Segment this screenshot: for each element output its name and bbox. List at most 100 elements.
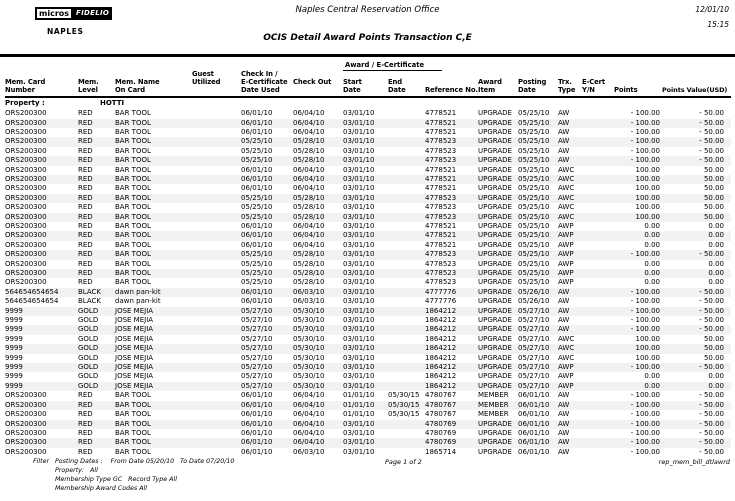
cell-points: 100.00	[635, 193, 661, 202]
cell-mem-card-number: 564654654654	[5, 287, 59, 296]
cell-start-date: 03/01/10	[343, 438, 375, 447]
award-group-row: Award / E-Certificate	[5, 57, 731, 71]
cell-end-date: 05/30/15	[388, 410, 420, 419]
cell-ecert-yn	[582, 372, 614, 381]
filter-membership-type: Membership Type GC Record Type All	[55, 476, 177, 483]
cell-mem-name: BAR TOOL	[115, 259, 151, 268]
cell-mem-card-number: ORS200300	[5, 400, 47, 409]
cell-posting-date: 05/26/10	[518, 297, 550, 306]
cell-mem-card-number: ORS200300	[5, 174, 47, 183]
cell-ecert-yn	[582, 128, 614, 137]
cell-check-out: 05/28/10	[293, 203, 325, 212]
cell-reference-no: 4780767	[425, 400, 457, 409]
cell-award-item: UPGRADE	[478, 278, 512, 287]
cell-end-date	[388, 372, 425, 381]
cell-posting-date: 05/25/10	[518, 250, 550, 259]
cell-points-value: - 50.00	[699, 109, 725, 118]
cell-ecert-yn	[582, 269, 614, 278]
cell-end-date	[388, 307, 425, 316]
cell-trx-type: AW	[558, 316, 570, 325]
cell-check-out: 05/28/10	[293, 250, 325, 259]
cell-guest-utilized	[192, 363, 241, 372]
cell-points-value: - 50.00	[699, 316, 725, 325]
cell-points-value: - 50.00	[699, 419, 725, 428]
table-row: 564654654654 BLACK dawn pan-kit 06/01/10…	[5, 287, 732, 298]
cell-ecert-yn	[582, 278, 614, 287]
cell-points-value: 50.00	[703, 334, 725, 343]
cell-mem-name: JOSE MEJIA	[115, 306, 154, 315]
cell-start-date: 03/01/10	[343, 231, 375, 240]
cell-trx-type: AWP	[558, 221, 574, 230]
cell-posting-date: 05/25/10	[518, 193, 550, 202]
cell-ecert-yn	[582, 335, 614, 344]
cell-start-date: 03/01/10	[343, 353, 375, 362]
cell-mem-name: BAR TOOL	[115, 250, 151, 259]
cell-mem-level: GOLD	[78, 381, 99, 390]
cell-guest-utilized	[192, 250, 241, 259]
cell-posting-date: 06/01/10	[518, 428, 550, 437]
cell-ecert-yn	[582, 231, 614, 240]
filter-line-property: Property: All	[33, 466, 234, 475]
cell-start-date: 03/01/10	[343, 212, 375, 221]
cell-mem-name: JOSE MEJIA	[115, 381, 154, 390]
cell-mem-card-number: 9999	[5, 363, 23, 372]
cell-mem-card-number: 9999	[5, 344, 23, 353]
cell-check-out: 05/30/10	[293, 306, 325, 315]
cell-mem-card-number: 9999	[5, 306, 23, 315]
cell-ecert-yn	[582, 194, 614, 203]
property-label: Property :	[5, 98, 45, 107]
cell-points-value: - 50.00	[699, 410, 725, 419]
cell-check-in: 05/27/10	[241, 381, 273, 390]
table-row: 9999 GOLD JOSE MEJIA 05/27/10 05/30/10 0…	[5, 325, 732, 335]
cell-mem-level: RED	[78, 438, 93, 447]
cell-guest-utilized	[192, 278, 241, 287]
cell-mem-card-number: ORS200300	[5, 419, 47, 428]
cell-posting-date: 05/27/10	[518, 316, 550, 325]
cell-trx-type: AWC	[558, 174, 575, 183]
cell-mem-card-number: 9999	[5, 381, 23, 390]
table-row: 9999 GOLD JOSE MEJIA 05/27/10 05/30/10 0…	[5, 372, 731, 381]
cell-mem-name: JOSE MEJIA	[115, 353, 154, 362]
cell-award-item: UPGRADE	[478, 316, 512, 325]
cell-mem-name: dawn pan-kit	[115, 287, 161, 296]
property-row: Property : HOTTI	[5, 97, 731, 110]
cell-check-in: 06/01/10	[241, 297, 273, 306]
cell-trx-type: AW	[558, 428, 570, 437]
cell-trx-type: AW	[558, 109, 570, 118]
cell-points: - 100.00	[630, 447, 661, 456]
cell-points: - 100.00	[630, 118, 661, 127]
cell-reference-no: 4778521	[425, 127, 457, 136]
cell-ecert-yn	[582, 410, 614, 419]
cell-reference-no: 4778523	[425, 259, 457, 268]
cell-points: 100.00	[635, 203, 661, 212]
cell-award-item: UPGRADE	[478, 438, 512, 447]
cell-points-value: 50.00	[703, 184, 725, 193]
cell-guest-utilized	[192, 269, 241, 278]
cell-trx-type: AWP	[558, 363, 574, 372]
cell-points: - 100.00	[630, 146, 661, 155]
cell-award-item: UPGRADE	[478, 221, 512, 230]
cell-mem-card-number: ORS200300	[5, 391, 47, 400]
column-header-row: Mem. Card Number Mem. Level Mem. Name On…	[5, 70, 732, 98]
cell-check-out: 05/28/10	[293, 212, 325, 221]
cell-ecert-yn	[582, 175, 614, 184]
col-ecert-yn: E-Cert Y/N	[582, 71, 615, 98]
cell-reference-no: 4778523	[425, 269, 457, 277]
cell-end-date	[388, 335, 425, 344]
cell-mem-level: RED	[78, 184, 93, 193]
cell-posting-date: 05/27/10	[518, 306, 550, 315]
cell-reference-no: 4778521	[425, 221, 457, 230]
cell-mem-card-number: ORS200300	[5, 231, 47, 240]
cell-award-item: UPGRADE	[478, 297, 512, 306]
table-row: 9999 GOLD JOSE MEJIA 05/27/10 05/30/10 0…	[5, 381, 732, 392]
cell-points: - 100.00	[630, 287, 661, 296]
table-row: ORS200300 RED BAR TOOL 06/01/10 06/04/10…	[5, 109, 731, 118]
cell-points: - 100.00	[630, 306, 661, 315]
cell-points: - 100.00	[630, 428, 661, 437]
cell-guest-utilized	[192, 166, 241, 175]
cell-award-item: UPGRADE	[478, 325, 512, 334]
cell-mem-level: RED	[78, 400, 93, 409]
cell-guest-utilized	[192, 231, 241, 240]
cell-end-date	[388, 213, 425, 222]
